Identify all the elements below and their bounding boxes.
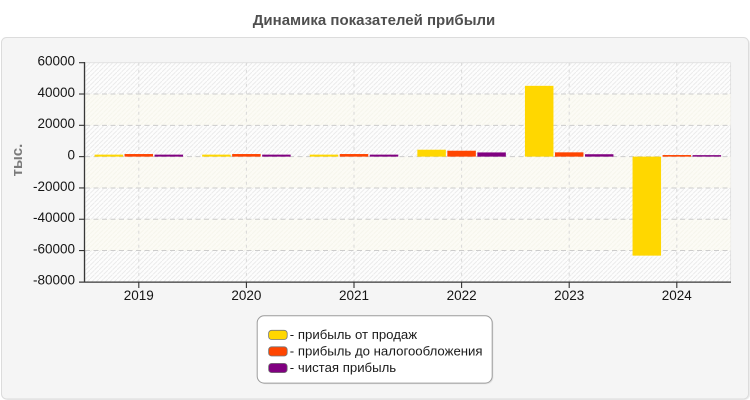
svg-text:2022: 2022: [447, 288, 477, 303]
svg-text:- чистая прибыль: - чистая прибыль: [290, 360, 396, 375]
svg-text:2023: 2023: [554, 288, 584, 303]
svg-text:-60000: -60000: [33, 242, 75, 257]
svg-text:Динамика показателей прибыли: Динамика показателей прибыли: [253, 12, 496, 29]
svg-text:- прибыль от продаж: - прибыль от продаж: [290, 327, 417, 342]
svg-text:40000: 40000: [37, 85, 75, 100]
svg-text:20000: 20000: [37, 116, 75, 131]
svg-text:- прибыль до налогообложения: - прибыль до налогообложения: [290, 344, 483, 359]
svg-text:-80000: -80000: [33, 273, 75, 288]
svg-text:2021: 2021: [339, 288, 369, 303]
svg-text:-20000: -20000: [33, 179, 75, 194]
svg-text:2020: 2020: [231, 288, 261, 303]
svg-text:2024: 2024: [662, 288, 693, 303]
svg-text:тыс.: тыс.: [9, 144, 26, 177]
svg-text:2019: 2019: [124, 288, 154, 303]
svg-text:60000: 60000: [37, 54, 75, 69]
svg-text:-40000: -40000: [33, 210, 75, 225]
svg-text:0: 0: [67, 148, 75, 163]
